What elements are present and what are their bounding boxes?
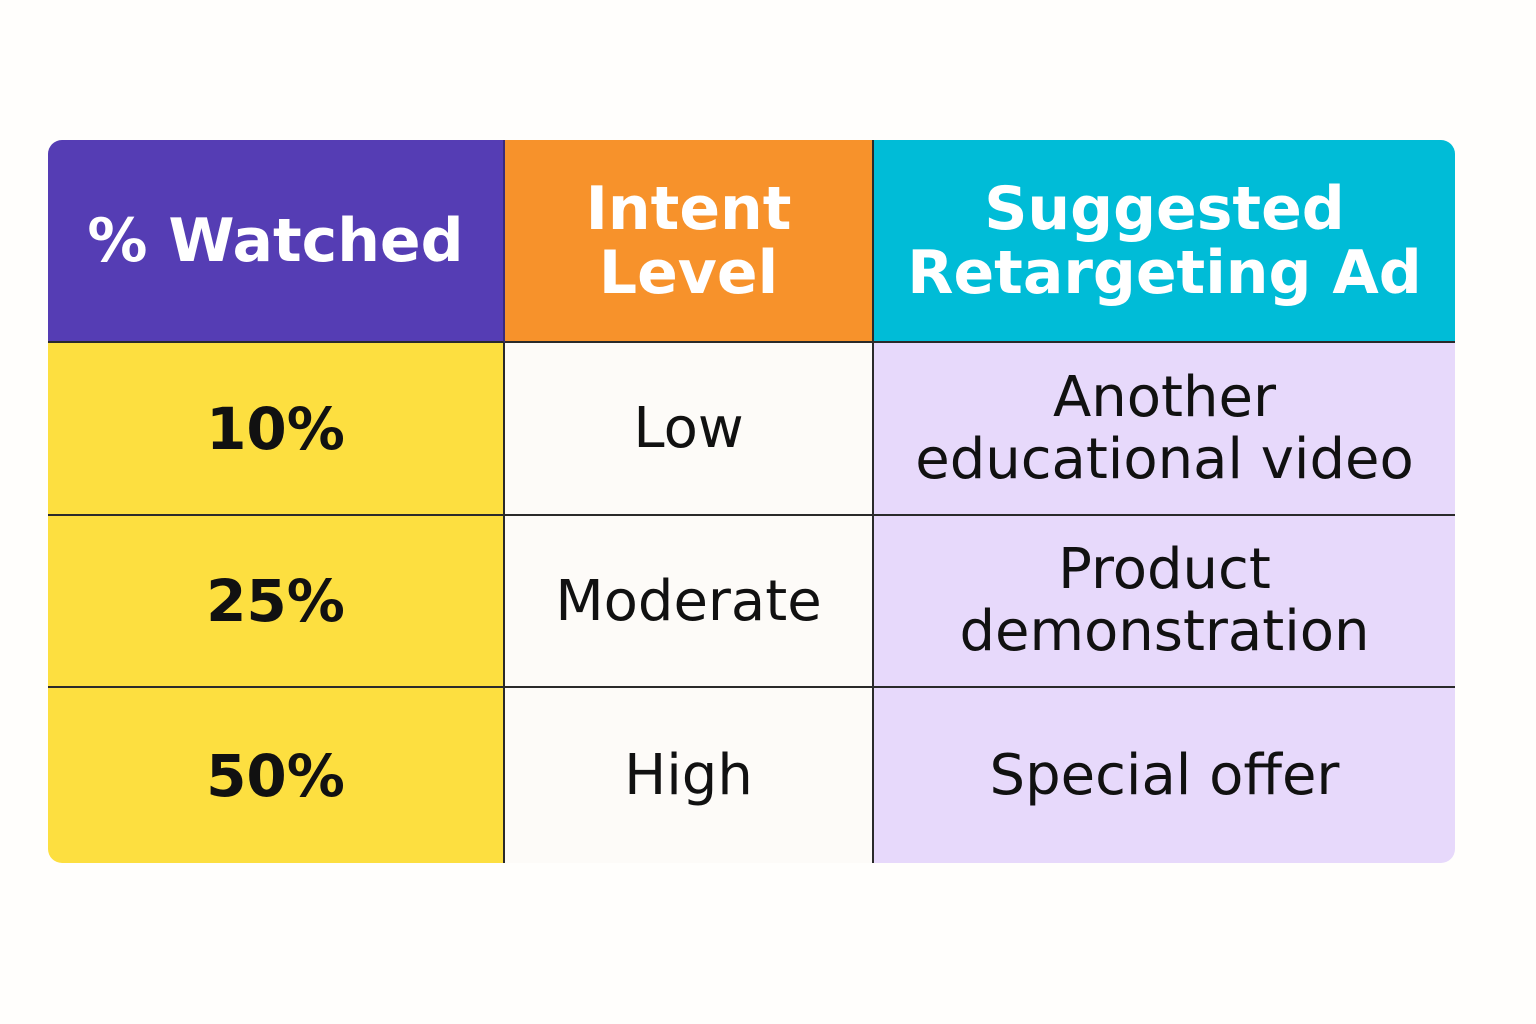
row-3-watched: 50% (48, 688, 505, 863)
row-1-intent-value: Low (633, 396, 744, 461)
row-3-watched-value: 50% (206, 741, 345, 810)
header-suggested-ad-label: Suggested Retargeting Ad (907, 173, 1422, 308)
row-2-ad-value: Product demonstration (959, 537, 1370, 664)
row-1-ad-value: Another educational video (915, 364, 1414, 492)
header-intent-level: Intent Level (505, 140, 874, 343)
row-3-intent-value: High (624, 743, 753, 808)
header-intent-level-label: Intent Level (585, 173, 792, 308)
row-3-ad-value: Special offer (989, 742, 1340, 808)
header-suggested-ad: Suggested Retargeting Ad (874, 140, 1455, 343)
row-3-ad: Special offer (874, 688, 1455, 863)
row-2-intent: Moderate (505, 516, 874, 688)
row-2-watched-value: 25% (206, 567, 345, 635)
row-1-watched-value: 10% (206, 394, 345, 463)
row-1-intent: Low (505, 343, 874, 516)
row-2-ad: Product demonstration (874, 516, 1455, 688)
header-watched-label: % Watched (87, 205, 464, 276)
row-1-watched: 10% (48, 343, 505, 516)
retargeting-table: % Watched Intent Level Suggested Retarge… (48, 140, 1455, 863)
row-2-watched: 25% (48, 516, 505, 688)
header-watched: % Watched (48, 140, 505, 343)
row-3-intent: High (505, 688, 874, 863)
row-2-intent-value: Moderate (555, 568, 822, 634)
row-1-ad: Another educational video (874, 343, 1455, 516)
